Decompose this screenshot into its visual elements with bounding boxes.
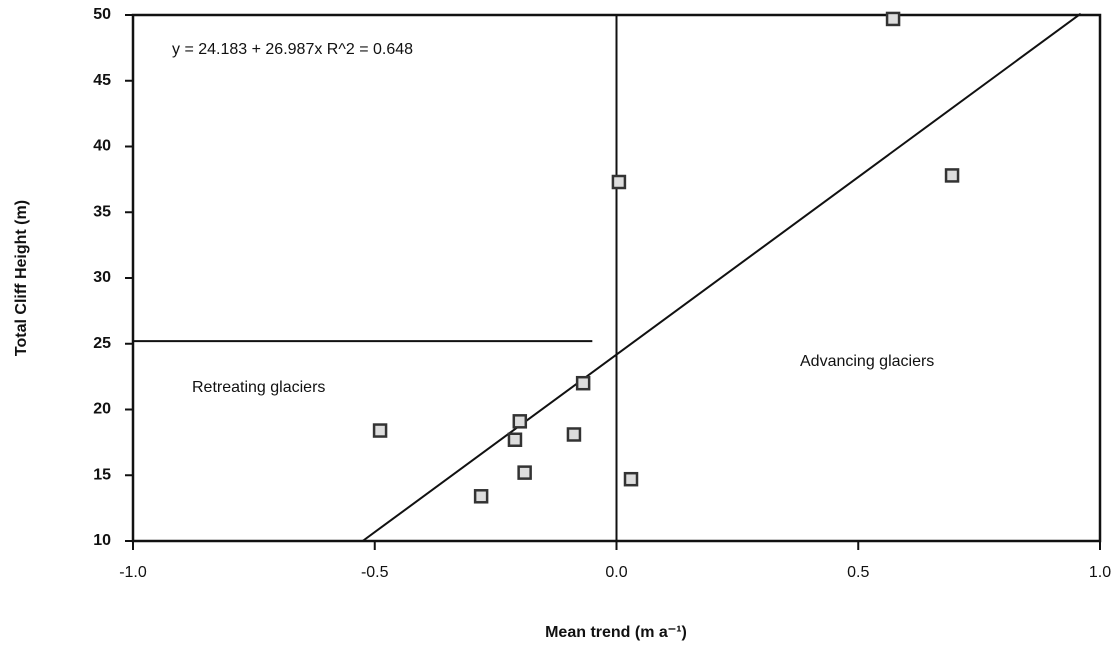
point <box>885 11 901 27</box>
fit-line <box>362 12 1082 542</box>
y-tick-label: 35 <box>93 203 111 220</box>
y-tick-label: 45 <box>93 72 111 89</box>
point <box>566 427 582 442</box>
y-tick-label: 10 <box>93 532 111 549</box>
point <box>575 375 591 391</box>
point <box>473 489 489 504</box>
x-tick-label: -1.0 <box>119 564 147 581</box>
x-tick-label: -0.5 <box>361 564 389 581</box>
y-tick-label: 50 <box>93 6 111 23</box>
point <box>512 414 528 429</box>
point <box>507 432 523 447</box>
point <box>944 168 960 183</box>
y-tick-label: 25 <box>93 335 111 352</box>
point <box>611 174 627 190</box>
y-axis-label: Total Cliff Height (m) <box>13 200 30 356</box>
annotation: Retreating glaciers <box>192 379 325 396</box>
x-axis-label: Mean trend (m a⁻¹) <box>545 624 687 641</box>
x-tick-label: 0.5 <box>847 564 869 581</box>
x-tick-label: 0.0 <box>605 564 627 581</box>
equation: y = 24.183 + 26.987x R^2 = 0.648 <box>172 41 413 58</box>
point <box>517 465 532 480</box>
y-tick-label: 30 <box>93 269 111 286</box>
x-tick-label: 1.0 <box>1089 564 1111 581</box>
y-tick-label: 15 <box>93 466 111 483</box>
annotation: Advancing glaciers <box>800 353 934 370</box>
y-tick-label: 40 <box>93 138 111 155</box>
y-tick-label: 20 <box>93 401 111 418</box>
point <box>623 471 639 487</box>
point <box>372 423 388 438</box>
